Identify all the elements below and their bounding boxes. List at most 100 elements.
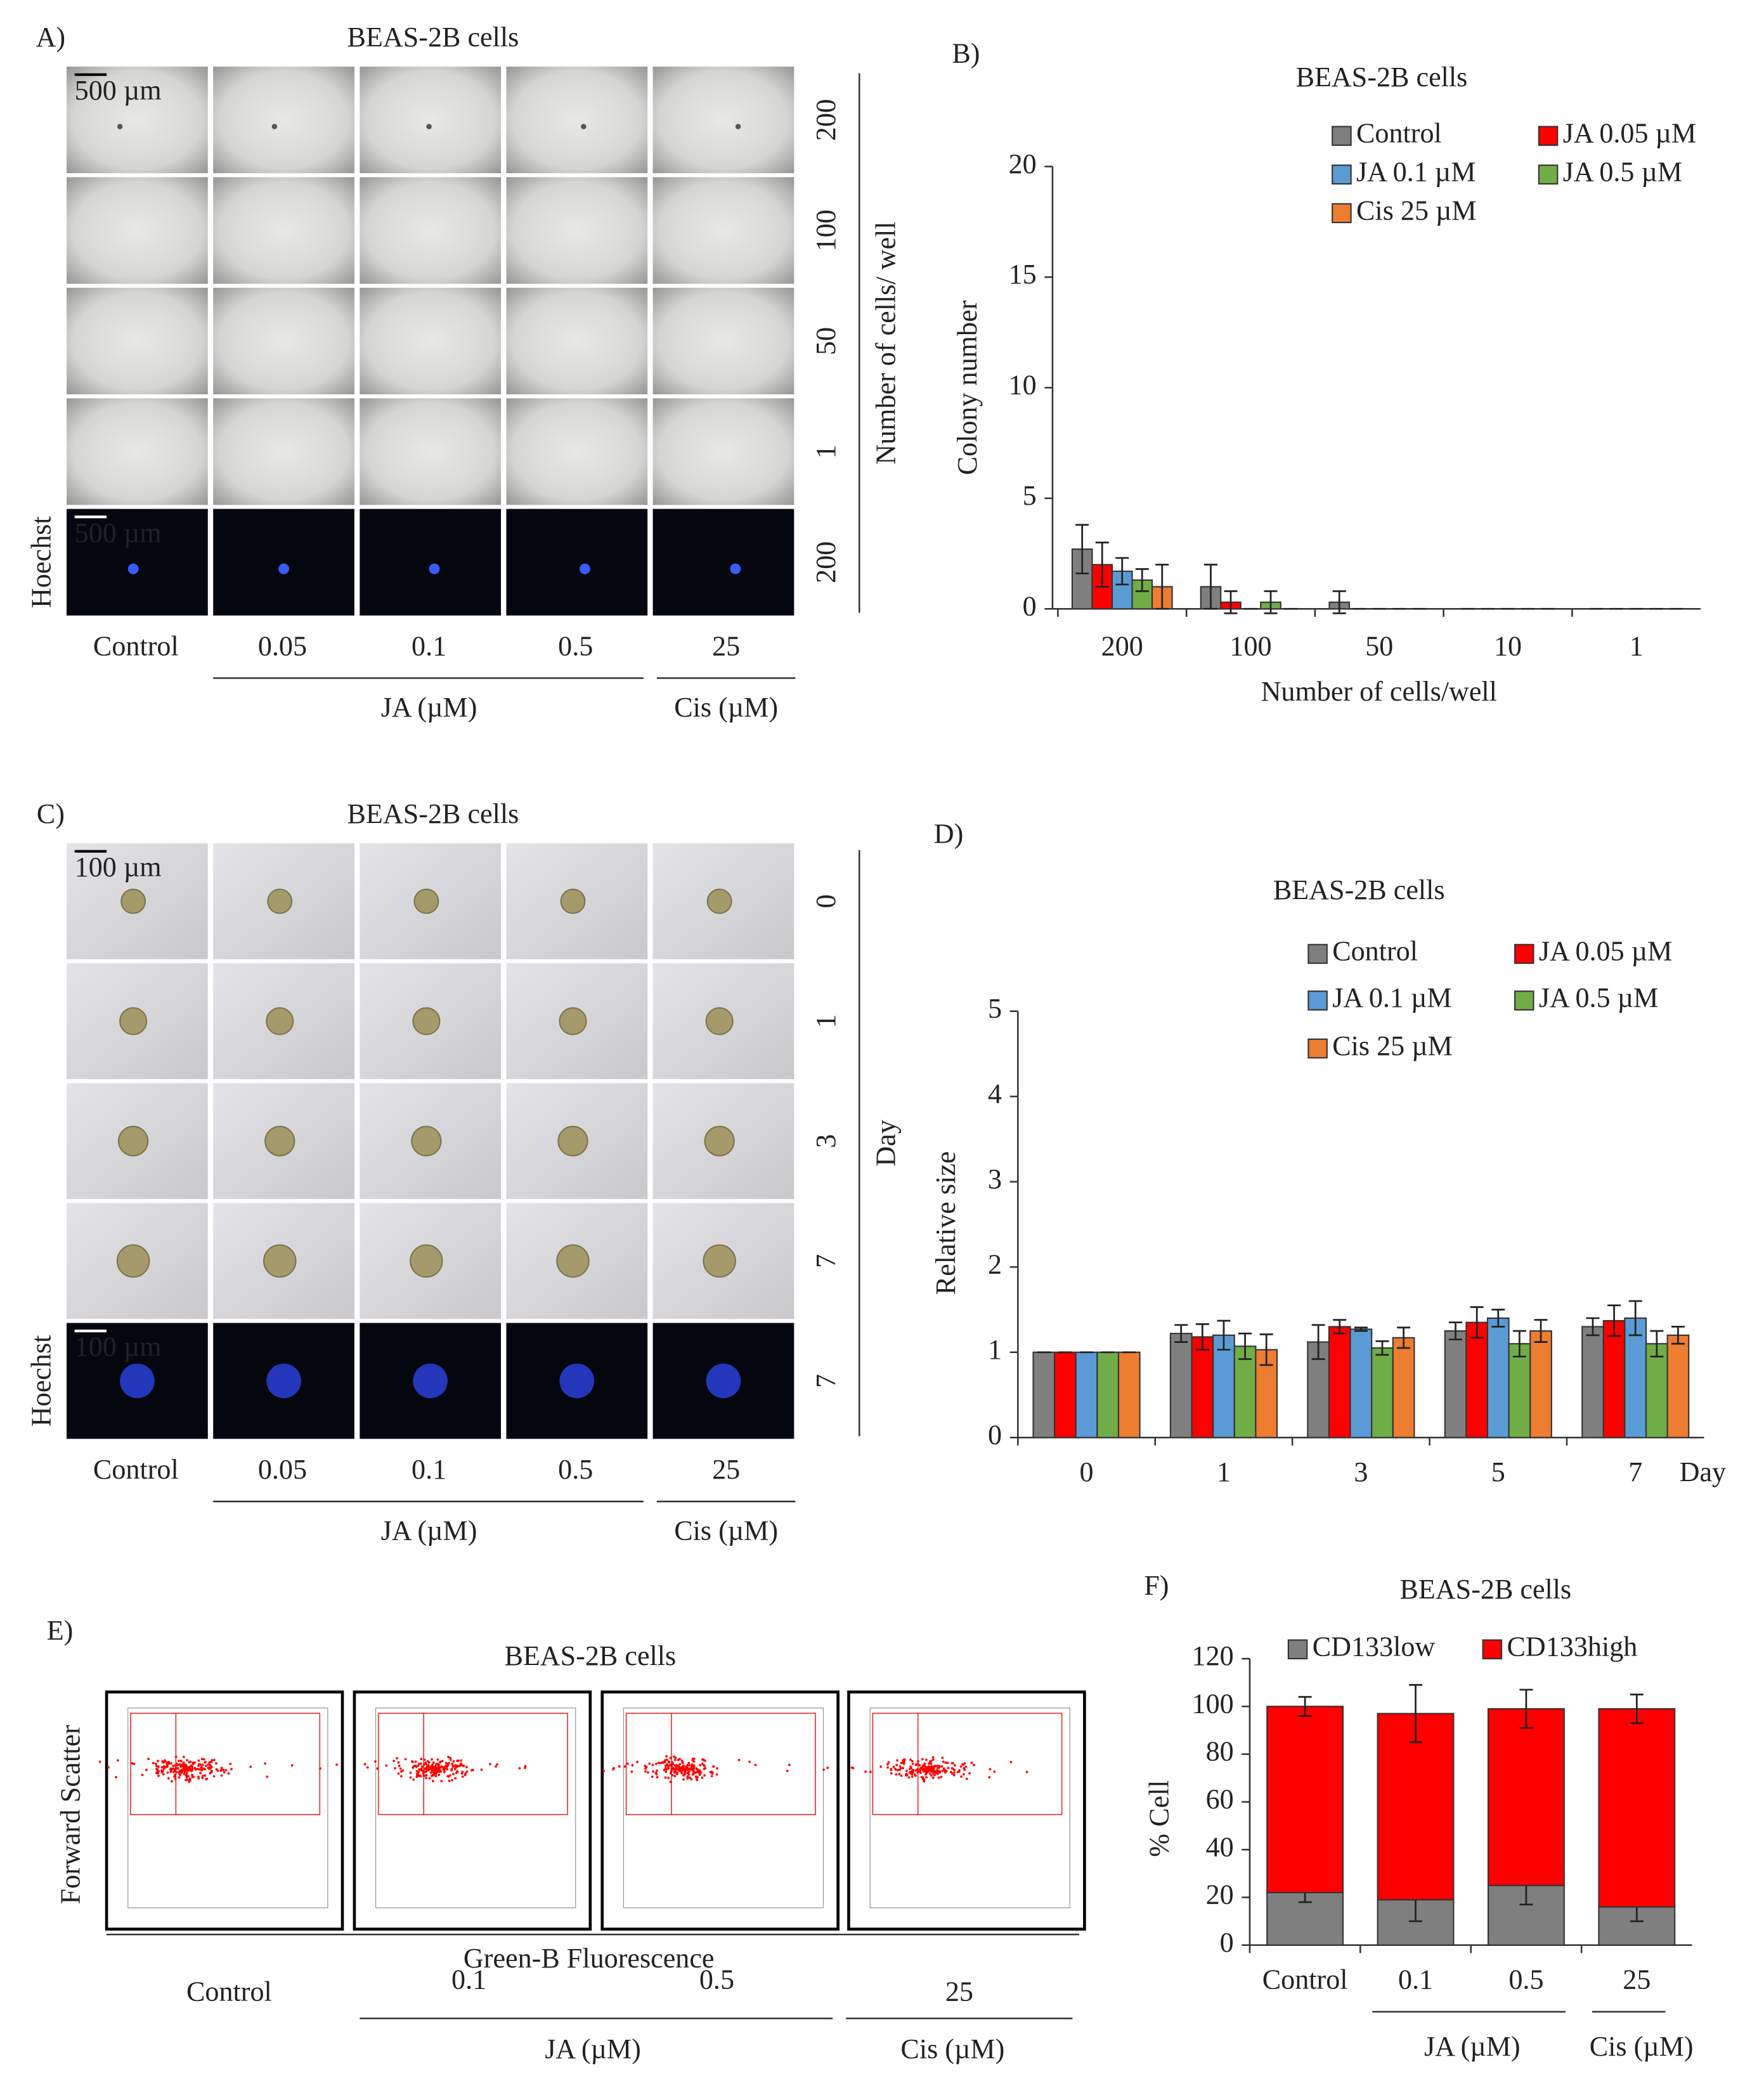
stained-colony [429,563,440,574]
error-bar [1298,1695,1312,1717]
colony [581,124,587,129]
spheroid [266,1007,294,1035]
legend-label: Control [1332,936,1418,967]
event-dot [211,1770,213,1773]
event-dot [431,1770,434,1773]
event-dot [1009,1761,1013,1764]
scale-bar-label: 100 µm [75,1332,162,1363]
event-dot [692,1760,696,1763]
error-bar [1630,1694,1644,1725]
event-dot [427,1769,430,1772]
event-dot [452,1760,455,1763]
group-label: Cis (µM) [1590,2031,1694,2062]
event-dot [914,1769,918,1772]
micrograph [360,177,502,284]
event-dot [669,1771,672,1774]
stained-spheroid [120,1363,155,1399]
event-dot [631,1764,634,1766]
event-dot [181,1763,185,1766]
spheroid [264,1125,295,1157]
legend-label: JA 0.05 µM [1563,117,1696,148]
event-dot [451,1779,453,1782]
event-dot [748,1760,751,1763]
event-dot [420,1765,424,1768]
event-dot [157,1774,160,1777]
bar [1444,1330,1467,1439]
legend-label: CD133high [1507,1631,1637,1662]
event-dot [673,1771,676,1774]
event-dot [147,1758,150,1761]
x-tick-label: 3 [1354,1456,1368,1487]
event-dot [928,1772,931,1775]
event-dot [465,1766,468,1768]
event-dot [460,1762,463,1765]
legend-label: JA 0.5 µM [1563,156,1682,187]
event-dot [160,1771,164,1774]
bar-segment [1598,1708,1676,1908]
event-dot [916,1771,919,1774]
side-label: Number of cells/ well [871,221,902,464]
event-dot [211,1759,214,1762]
stained-spheroid [413,1363,448,1399]
spheroid [705,1007,734,1035]
event-dot [911,1762,914,1765]
event-dot [927,1765,930,1768]
event-dot [464,1773,467,1777]
event-dot [194,1768,197,1771]
event-dot [182,1765,185,1768]
y-tick-label: 120 [1192,1640,1234,1671]
event-dot [920,1776,923,1779]
event-dot [423,1763,425,1766]
event-dot [656,1769,658,1772]
event-dot [886,1766,889,1769]
event-dot [193,1761,197,1764]
event-dot [668,1761,671,1764]
event-dot [788,1763,791,1766]
event-dot [918,1764,921,1766]
event-dot [417,1772,420,1775]
error-bar [1628,1300,1642,1337]
event-dot [452,1773,455,1775]
event-dot [909,1758,912,1761]
event-dot [652,1770,654,1773]
event-dot [687,1761,691,1765]
event-dot [914,1774,917,1777]
event-dot [958,1769,961,1772]
event-dot [440,1766,443,1769]
event-dot [937,1765,940,1767]
event-dot [198,1768,201,1771]
side-label: Day [871,1120,902,1167]
event-dot [219,1769,223,1772]
event-dot [666,1758,668,1761]
bar [1392,1337,1415,1439]
event-dot [894,1768,897,1770]
error-bar [1586,1317,1600,1337]
event-dot [936,1772,939,1775]
bar [1191,1336,1214,1439]
event-dot [443,1767,446,1770]
event-dot [455,1766,457,1769]
micrograph [360,398,502,505]
event-dot [222,1768,225,1772]
y-tick-label: 0 [1220,1927,1234,1958]
event-dot [911,1759,914,1763]
event-dot [170,1768,173,1771]
event-dot [710,1775,713,1778]
event-dot [686,1777,689,1780]
legend-label: Cis 25 µM [1356,195,1477,226]
event-dot [199,1763,202,1766]
event-dot [207,1763,210,1766]
event-dot [950,1772,954,1775]
x-tick-label: 0.1 [1398,1964,1433,1995]
event-dot [953,1772,956,1774]
chart-title: BEAS-2B cells [1296,62,1468,93]
event-dot [200,1766,203,1769]
chart-title: BEAS-2B cells [1399,1574,1571,1605]
event-dot [935,1765,937,1768]
event-dot [667,1766,670,1769]
error-bar [1217,1319,1231,1351]
event-dot [425,1773,428,1777]
event-dot [667,1777,670,1780]
event-dot [898,1768,901,1772]
event-dot [188,1761,191,1764]
